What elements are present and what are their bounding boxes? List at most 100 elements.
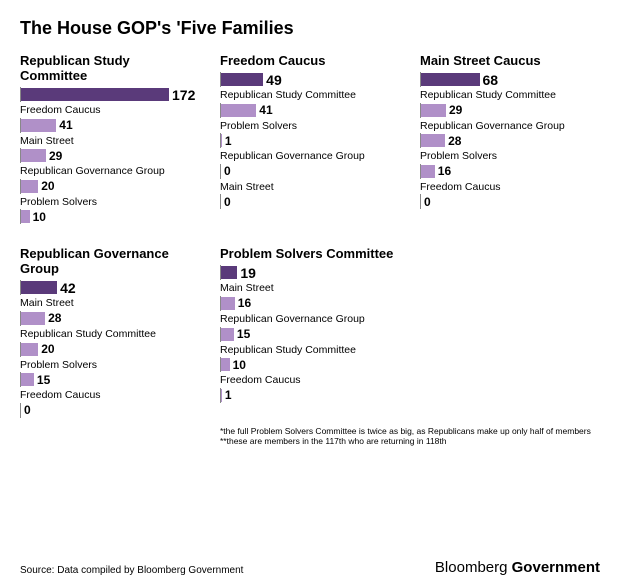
bar-secondary [421, 134, 445, 147]
panel-header: Problem Solvers Committee [220, 246, 400, 261]
bar-value: 19 [240, 265, 256, 281]
bar-secondary [221, 358, 230, 371]
bar-value: 42 [60, 280, 76, 296]
bar-row: Freedom Caucus1 [220, 374, 400, 403]
bar-line: 1 [220, 133, 400, 148]
footnotes: *the full Problem Solvers Committee is t… [220, 426, 600, 447]
bar-value: 20 [41, 179, 54, 193]
bar-row: 172 [20, 87, 200, 102]
chart-panel: Republican Governance Group42Main Street… [20, 246, 200, 419]
bar-label: Republican Study Committee [420, 89, 600, 102]
bar-label: Republican Study Committee [220, 344, 400, 357]
bar-secondary [21, 343, 38, 356]
bar-line: 0 [20, 403, 200, 418]
bar-row: Main Street16 [220, 282, 400, 311]
bar-row: Freedom Caucus41 [20, 104, 200, 133]
bar-line: 42 [20, 280, 200, 295]
bar-value: 28 [48, 311, 61, 325]
bar-label: Republican Study Committee [20, 328, 200, 341]
axis-tick [20, 403, 21, 418]
bar-label: Freedom Caucus [20, 389, 200, 402]
bar-secondary [221, 297, 235, 310]
bar-line: 19 [220, 265, 400, 280]
bar-row: Republican Governance Group20 [20, 165, 200, 194]
bar-line: 0 [220, 164, 400, 179]
bar-secondary [221, 104, 256, 117]
brand-logo: Bloomberg Government [435, 559, 600, 576]
panel-header: Republican Governance Group [20, 246, 200, 276]
bar-row: Republican Study Committee29 [420, 89, 600, 118]
bar-secondary [21, 312, 45, 325]
bar-line: 41 [220, 103, 400, 118]
bar-secondary [421, 104, 446, 117]
bar-line: 10 [220, 357, 400, 372]
bar-row: Main Street29 [20, 135, 200, 164]
bar-line: 28 [20, 311, 200, 326]
footer: Source: Data compiled by Bloomberg Gover… [20, 559, 600, 576]
bar-label: Republican Study Committee [220, 89, 400, 102]
bar-label: Problem Solvers [420, 150, 600, 163]
bar-line: 20 [20, 342, 200, 357]
bar-row: 42 [20, 280, 200, 295]
bar-line: 10 [20, 209, 200, 224]
bar-label: Republican Governance Group [20, 165, 200, 178]
bar-value: 1 [225, 134, 232, 148]
bar-line: 0 [420, 194, 600, 209]
bar-line: 15 [220, 327, 400, 342]
bar-label: Main Street [220, 181, 400, 194]
bar-row: Republican Governance Group15 [220, 313, 400, 342]
bar-line: 172 [20, 87, 200, 102]
bar-secondary [21, 180, 38, 193]
bar-secondary [221, 328, 234, 341]
bar-secondary [421, 165, 435, 178]
bar-secondary [21, 119, 56, 132]
bar-row: Freedom Caucus0 [20, 389, 200, 418]
panel-header: Freedom Caucus [220, 53, 400, 68]
bar-line: 68 [420, 72, 600, 87]
bar-label: Freedom Caucus [20, 104, 200, 117]
bar-label: Republican Governance Group [220, 150, 400, 163]
bar-row: Problem Solvers10 [20, 196, 200, 225]
bar-value: 15 [237, 327, 250, 341]
brand-part1: Bloomberg [435, 559, 508, 576]
chart-panel: Republican Study Committee 172Freedom Cau… [20, 53, 200, 226]
bar-value: 28 [448, 134, 461, 148]
bar-row: Freedom Caucus0 [420, 181, 600, 210]
bar-value: 41 [259, 103, 272, 117]
bar-value: 0 [224, 164, 231, 178]
bar-label: Freedom Caucus [420, 181, 600, 194]
bar-label: Problem Solvers [220, 120, 400, 133]
bar-row: 49 [220, 72, 400, 87]
bar-row: 19 [220, 265, 400, 280]
bar-primary [21, 281, 57, 294]
bar-value: 172 [172, 87, 195, 103]
chart-panel: Problem Solvers Committee 19Main Street16… [220, 246, 400, 419]
panels-grid: Republican Study Committee172Freedom Cau… [20, 53, 600, 420]
chart-title: The House GOP's 'Five Families [20, 18, 600, 39]
bar-value: 29 [449, 103, 462, 117]
bar-row: Problem Solvers15 [20, 359, 200, 388]
panel-header: Republican Study Committee [20, 53, 200, 83]
bar-value: 16 [238, 296, 251, 310]
bar-primary [421, 73, 480, 86]
bar-line: 1 [220, 388, 400, 403]
bar-row: Republican Study Committee41 [220, 89, 400, 118]
bar-primary [221, 73, 263, 86]
bar-secondary [21, 149, 46, 162]
brand-part2: Government [512, 559, 600, 576]
bar-value: 41 [59, 118, 72, 132]
source-line: Source: Data compiled by Bloomberg Gover… [20, 565, 243, 576]
bar-row: Republican Study Committee20 [20, 328, 200, 357]
bar-value: 15 [37, 373, 50, 387]
bar-line: 20 [20, 179, 200, 194]
axis-tick [220, 164, 221, 179]
bar-row: Republican Governance Group28 [420, 120, 600, 149]
bar-secondary [21, 373, 34, 386]
bar-row: 68 [420, 72, 600, 87]
bar-label: Main Street [220, 282, 400, 295]
bar-line: 29 [20, 148, 200, 163]
panel-header: Main Street Caucus [420, 53, 600, 68]
footnote-line: *the full Problem Solvers Committee is t… [220, 426, 600, 437]
chart-panel: Freedom Caucus 49 Republican Study Committ… [220, 53, 400, 226]
bar-label: Republican Governance Group [220, 313, 400, 326]
